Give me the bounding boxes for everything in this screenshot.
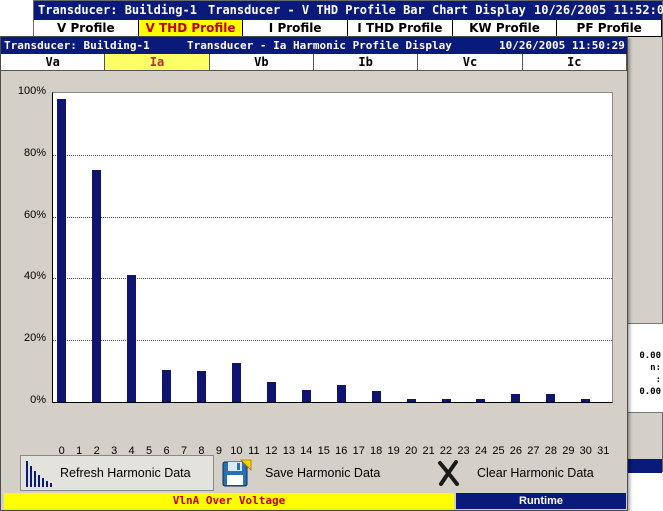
harmonic-bar	[336, 385, 346, 402]
y-tick-label: 40%	[23, 270, 46, 283]
back-title-timestamp: 10/26/2005 11:52:08	[534, 3, 663, 17]
harmonic-bar-chart	[52, 92, 613, 403]
tab-ib[interactable]: Ib	[313, 54, 419, 71]
front-title-timestamp: 10/26/2005 11:50:29	[499, 39, 625, 52]
x-tick-label: 4	[128, 445, 135, 457]
tab-pf-profile[interactable]: PF Profile	[557, 20, 663, 37]
x-tick-label: 22	[439, 445, 453, 457]
x-tick-label: 31	[597, 445, 610, 457]
save-harmonic-button[interactable]: Save Harmonic Data	[219, 455, 419, 491]
clear-harmonic-button[interactable]: Clear Harmonic Data	[435, 455, 620, 491]
harmonic-bar	[92, 170, 102, 402]
tab-v-thd-profile[interactable]: V THD Profile	[138, 20, 244, 37]
x-tick-label: 20	[404, 445, 418, 457]
front-title-bar: Transducer: Building-1 Transducer - Ia H…	[1, 37, 627, 54]
back-readout-panel: 0.00 n: : 0.00	[624, 323, 663, 413]
back-tab-bar: V Profile V THD Profile I Profile I THD …	[34, 20, 663, 37]
x-tick-label: 21	[422, 445, 435, 457]
x-tick-label: 11	[248, 445, 260, 457]
harmonic-bar	[127, 275, 137, 402]
x-tick-label: 30	[579, 445, 592, 457]
x-tick-label: 9	[215, 445, 223, 457]
x-tick-label: 25	[492, 445, 505, 457]
y-tick-label: 80%	[23, 146, 46, 159]
back-readout-line: 0.00	[639, 387, 661, 397]
gridline	[53, 216, 612, 218]
bar-chart-icon	[26, 461, 52, 487]
tab-vc[interactable]: Vc	[418, 54, 523, 71]
x-tick-label: 17	[352, 445, 365, 457]
back-readout-line: n:	[650, 363, 661, 373]
x-tick-label: 5	[146, 445, 153, 457]
gridline	[53, 154, 612, 156]
back-title-display: Transducer - V THD Profile Bar Chart Dis…	[208, 3, 526, 17]
back-title-transducer: Transducer: Building-1	[38, 3, 197, 17]
harmonic-bar	[406, 398, 416, 402]
x-tick-label: 13	[282, 445, 295, 457]
x-tick-label: 8	[198, 445, 205, 457]
y-tick-label: 20%	[23, 332, 46, 345]
x-tick-label: 16	[335, 445, 348, 457]
harmonic-bar	[441, 398, 451, 402]
floppy-disk-icon	[222, 459, 252, 487]
alarm-status-text: VlnA Over Voltage	[4, 493, 454, 509]
clear-x-icon	[438, 460, 459, 486]
x-tick-label: 15	[317, 445, 330, 457]
x-tick-label: 14	[300, 445, 313, 457]
front-title-transducer: Transducer: Building-1	[4, 39, 150, 52]
x-tick-label: 6	[163, 445, 170, 457]
y-tick-label: 0%	[30, 394, 46, 406]
x-tick-label: 3	[111, 445, 118, 457]
x-tick-label: 12	[265, 445, 278, 457]
x-tick-label: 24	[474, 445, 488, 457]
back-readout-line: :	[655, 375, 661, 385]
gridline	[53, 278, 612, 280]
clear-harmonic-label: Clear Harmonic Data	[477, 466, 594, 480]
harmonic-bar	[371, 391, 381, 402]
x-tick-label: 19	[387, 445, 400, 457]
gridline	[53, 340, 612, 342]
harmonic-profile-window: Transducer: Building-1 Transducer - Ia H…	[0, 36, 628, 511]
tab-kw-profile[interactable]: KW Profile	[452, 20, 558, 37]
x-tick-label: 1	[76, 445, 83, 457]
x-tick-label: 2	[93, 445, 100, 457]
harmonic-bar	[301, 389, 311, 402]
phase-tab-bar: Va Ia Vb Ib Vc Ic	[1, 54, 627, 71]
harmonic-bar	[546, 394, 556, 402]
harmonic-bar	[162, 369, 172, 402]
tab-ia[interactable]: Ia	[105, 54, 210, 71]
x-tick-label: 7	[180, 445, 188, 457]
tab-i-profile[interactable]: I Profile	[243, 20, 349, 37]
x-tick-label: 29	[562, 445, 575, 457]
runtime-status-text: Runtime	[456, 493, 626, 509]
x-tick-label: 28	[544, 445, 557, 457]
harmonic-bar	[266, 381, 276, 402]
tab-ic[interactable]: Ic	[522, 54, 627, 71]
harmonic-bar	[581, 398, 591, 402]
x-tick-label: 26	[509, 445, 523, 457]
tab-i-thd-profile[interactable]: I THD Profile	[348, 20, 453, 37]
back-readout-line: 0.00	[639, 351, 661, 361]
refresh-harmonic-label: Refresh Harmonic Data	[60, 466, 191, 480]
y-tick-label: 60%	[23, 208, 46, 221]
x-tick-label: 18	[370, 445, 383, 457]
y-tick-label: 100%	[17, 85, 46, 97]
tab-va[interactable]: Va	[1, 54, 106, 71]
tab-vb[interactable]: Vb	[209, 54, 314, 71]
harmonic-bar	[511, 394, 521, 402]
tab-v-profile[interactable]: V Profile	[34, 20, 139, 37]
harmonic-bar	[476, 398, 486, 402]
x-tick-label: 23	[457, 445, 470, 457]
harmonic-bar	[196, 371, 206, 402]
refresh-harmonic-button[interactable]: Refresh Harmonic Data	[20, 455, 214, 491]
save-harmonic-label: Save Harmonic Data	[265, 466, 381, 480]
back-title-bar: Transducer: Building-1 Transducer - V TH…	[34, 1, 663, 20]
x-tick-label: 10	[230, 445, 243, 457]
harmonic-bar	[231, 363, 241, 402]
x-tick-label: 27	[527, 445, 540, 457]
x-tick-label: 0	[58, 445, 65, 457]
harmonic-bar	[57, 99, 67, 402]
front-title-display: Transducer - Ia Harmonic Profile Display	[187, 39, 452, 52]
